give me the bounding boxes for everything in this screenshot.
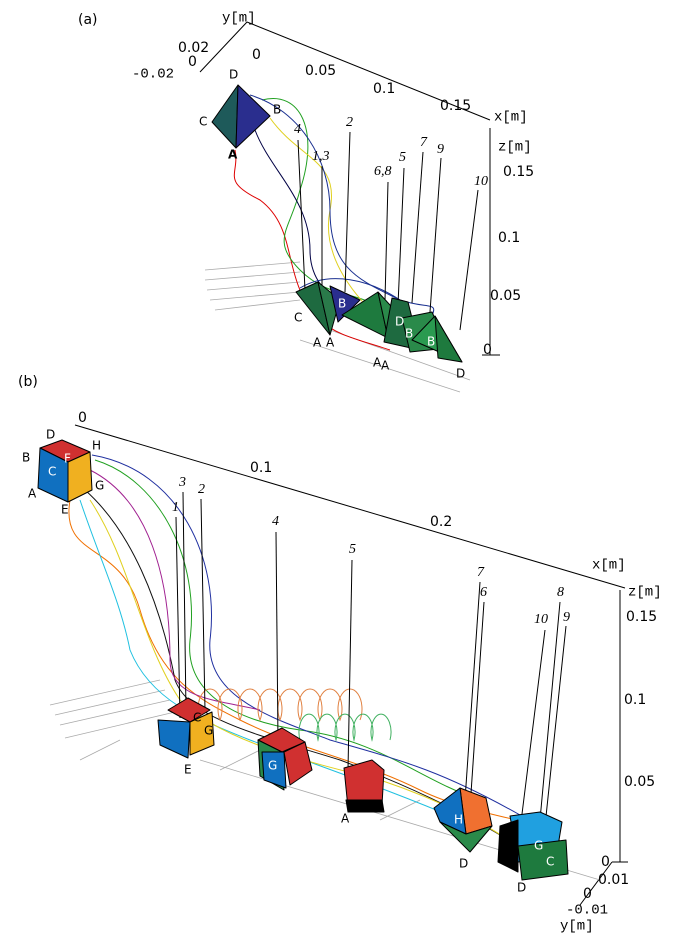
trajectory-label: 5 <box>399 150 406 165</box>
vertex-label: C <box>199 115 207 129</box>
vertex-label: B <box>427 335 435 349</box>
y-axis-title: y[m] <box>222 11 256 27</box>
vertex-label: D <box>395 315 404 329</box>
trajectory-label: 2 <box>346 115 353 130</box>
vertex-label: B <box>273 103 281 117</box>
trajectory-label: 3 <box>178 475 186 490</box>
vertex-label: B <box>405 327 413 341</box>
vertex-label: C <box>546 855 554 869</box>
vertex-label: B <box>338 297 346 311</box>
y-tick-label: 0.01 <box>598 872 629 888</box>
z-axis-title: z[m] <box>498 140 532 156</box>
end-tetrahedra <box>296 282 462 362</box>
trajectory-label: 4 <box>294 122 301 137</box>
vertex-label: C <box>294 311 302 325</box>
trajectory-label: 6,8 <box>374 164 392 179</box>
vertex-label: E <box>61 503 69 517</box>
panel-label: (a) <box>78 12 98 28</box>
trajectory-label: 7 <box>477 565 485 580</box>
trajectory-label: 10 <box>534 612 548 627</box>
x-tick-label: 0.15 <box>440 98 471 114</box>
z-tick-label: 0 <box>601 854 610 870</box>
trajectory-label: 8 <box>557 585 564 600</box>
y-tick-label: -0.02 <box>132 67 174 83</box>
vertex-label: G <box>204 724 213 738</box>
z-tick-label: 0.1 <box>498 230 520 246</box>
trajectory-label: 9 <box>437 142 444 157</box>
x-tick-label: 0.2 <box>430 514 452 530</box>
trajectory-label: 2 <box>198 482 205 497</box>
trajectory-label: 4 <box>272 514 279 529</box>
panel-a: (a) y[m] 0.02 0 -0.02 0 0.05 0.1 0.15 x[… <box>78 11 534 392</box>
vertex-label: H <box>92 439 101 453</box>
trajectory-label: 7 <box>420 135 428 150</box>
vertex-label: G <box>534 839 543 853</box>
vertex-label: E <box>184 763 192 777</box>
z-tick-label: 0.15 <box>626 609 657 625</box>
trajectory-label: 1,3 <box>312 149 330 164</box>
vertex-label: D <box>517 881 526 895</box>
vertex-label: A <box>341 812 350 826</box>
x-tick-label: 0.1 <box>373 81 395 97</box>
start-cube <box>38 440 92 502</box>
vertex-label: G <box>268 759 277 773</box>
vertex-label: B <box>22 451 30 465</box>
vertex-label: D <box>46 428 55 442</box>
x-tick-label: 0.1 <box>250 460 272 476</box>
panel-b: (b) 0 0.1 0.2 x[m] z[m] 0.15 0.1 0.05 0 … <box>18 374 662 935</box>
x-tick-label: 0 <box>78 410 87 426</box>
vertex-label: A <box>228 148 238 162</box>
vertex-label: G <box>95 479 104 493</box>
z-tick-label: 0 <box>483 342 492 358</box>
y-axis-title: y[m] <box>560 919 594 935</box>
z-axis-title: z[m] <box>628 585 662 601</box>
x-tick-label: 0.05 <box>305 63 336 79</box>
vertex-label: C <box>193 711 201 725</box>
end-cubes <box>158 698 568 880</box>
vertex-label: C <box>48 465 56 479</box>
trajectory-label: 1 <box>172 500 179 515</box>
panel-label: (b) <box>18 374 38 390</box>
x-axis-title: x[m] <box>494 110 528 126</box>
vertex-label: A <box>313 336 322 350</box>
z-tick-label: 0.1 <box>624 692 646 708</box>
trajectory-label: 10 <box>474 174 488 189</box>
trajectory-label: 6 <box>480 585 487 600</box>
start-tetrahedron <box>212 85 270 148</box>
x-tick-label: 0 <box>252 47 261 63</box>
vertex-label: A <box>326 336 335 350</box>
vertex-label: H <box>454 813 463 827</box>
z-tick-label: 0.05 <box>624 774 655 790</box>
x-axis-title: x[m] <box>592 558 626 574</box>
vertex-label: A <box>381 359 390 373</box>
vertex-label: D <box>229 68 238 82</box>
y-tick-label: 0 <box>583 886 592 902</box>
figure: (a) y[m] 0.02 0 -0.02 0 0.05 0.1 0.15 x[… <box>0 0 678 935</box>
z-tick-label: 0.15 <box>503 164 534 180</box>
y-tick-label: -0.01 <box>566 903 608 919</box>
trajectory-label: 5 <box>349 542 356 557</box>
y-tick-label: 0 <box>188 54 197 70</box>
vertex-label: F <box>64 452 71 466</box>
vertex-label: D <box>459 857 468 871</box>
vertex-label: A <box>28 487 37 501</box>
vertex-label: D <box>456 367 465 381</box>
z-tick-label: 0.05 <box>490 288 521 304</box>
trajectory-label: 9 <box>563 610 570 625</box>
